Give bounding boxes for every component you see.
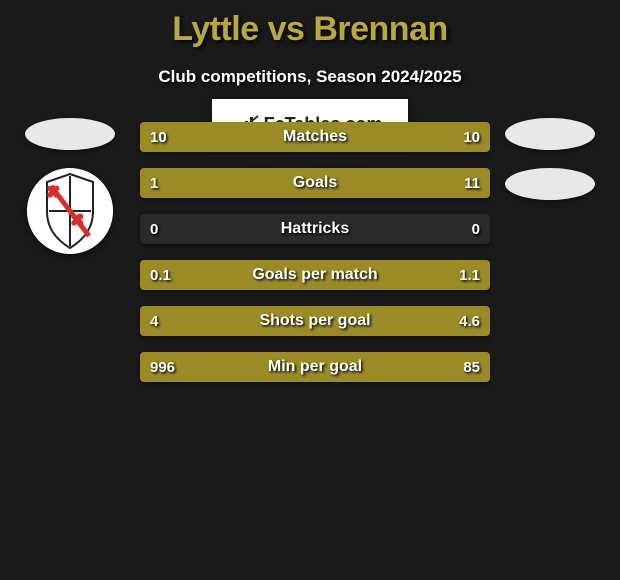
subtitle: Club competitions, Season 2024/2025 [0, 67, 620, 87]
club-crest-left [27, 168, 113, 254]
stat-row: 111Goals [140, 168, 490, 198]
player-right-marker-1 [505, 118, 595, 150]
stat-label: Shots per goal [140, 306, 490, 336]
player-right-marker-2 [505, 168, 595, 200]
stats-bars: 1010Matches 111Goals 00Hattricks 0.11.1Goal… [140, 122, 490, 398]
player-left-column [20, 118, 120, 254]
stat-label: Goals per match [140, 260, 490, 290]
stat-label: Goals [140, 168, 490, 198]
stat-row: 44.6Shots per goal [140, 306, 490, 336]
stat-label: Min per goal [140, 352, 490, 382]
player-left-marker [25, 118, 115, 150]
shield-icon [27, 168, 113, 254]
stat-label: Hattricks [140, 214, 490, 244]
page-title: Lyttle vs Brennan [0, 0, 620, 49]
stat-row: 00Hattricks [140, 214, 490, 244]
stat-row: 0.11.1Goals per match [140, 260, 490, 290]
stat-row: 99685Min per goal [140, 352, 490, 382]
player-right-column [500, 118, 600, 218]
stat-row: 1010Matches [140, 122, 490, 152]
stat-label: Matches [140, 122, 490, 152]
